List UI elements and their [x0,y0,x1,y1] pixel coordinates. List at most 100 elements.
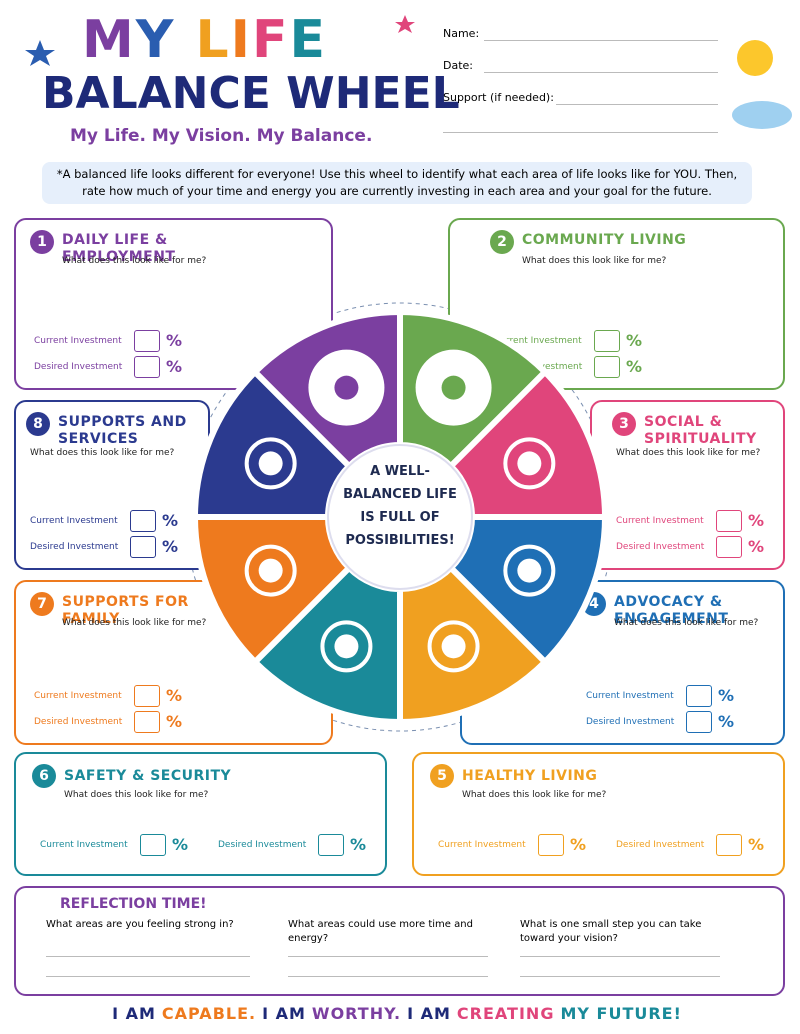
sun [737,40,773,76]
footer-word: WORTHY. [311,1004,402,1023]
current-label: Current Investment [586,691,674,701]
section-question: What does this look like for me? [614,618,759,628]
section-number: 7 [30,592,54,616]
line [556,104,718,105]
wheel-icon-dot [517,451,542,476]
footer-word: I AM [112,1004,156,1023]
title: BALANCE WHEEL [42,68,460,119]
wheel-icon [320,620,373,673]
wheel-icon-dot [441,634,466,659]
line [484,40,718,41]
section-title: COMMUNITY LIVING [522,232,687,248]
section-number: 6 [32,764,56,788]
section-title: HEALTHY LIVING [462,768,598,784]
checkbox [134,330,160,352]
current-label: Current Investment [494,336,582,346]
intro: *A balanced life looks different for eve… [42,162,752,204]
checkbox [140,834,166,856]
title-letter: E [289,10,328,70]
wheel-icon-dot [258,558,283,583]
percent: % [350,835,367,854]
reflection-question: What is one small step you can take towa… [520,919,702,944]
title-letter: M [82,10,136,70]
section-box: 6 SAFETY & SECURITY What does this look li… [14,752,387,876]
wheel-icon-dot [441,375,466,400]
checkbox [594,356,620,378]
wheel-icon [503,437,556,490]
footer-word: CREATING [456,1004,555,1023]
title-letter: Y [135,10,176,70]
date-label: Date: [443,59,473,72]
desired-label: Desired Investment [616,840,705,850]
percent: % [748,835,765,854]
write-line [288,956,488,957]
section-number: 8 [26,412,50,436]
current-label: Current Investment [40,840,128,850]
checkbox [134,685,160,707]
support-label: Support (if needed): [443,91,554,104]
footer-word: CAPABLE. [161,1004,257,1023]
wheel-icon-dot [258,451,283,476]
section-box: 3 SOCIAL & SPIRITUALITY What does this loo… [590,400,785,570]
wheel-center-text: A WELL-BALANCED LIFE IS FULL OF POSSIBIL… [343,464,457,548]
percent: % [172,835,189,854]
checkbox [538,834,564,856]
section-number: 3 [612,412,636,436]
write-line [46,976,250,977]
desired-label: Desired Investment [586,717,675,727]
current-label: Current Investment [616,516,704,526]
checkbox [594,330,620,352]
percent: % [748,537,765,556]
current-label: Current Investment [34,691,122,701]
section-question: What does this look like for me? [62,618,207,628]
write-line [288,976,488,977]
desired-label: Desired Investment [616,542,705,552]
wheel-icon-dot [517,558,542,583]
wheel-icon [503,544,556,597]
percent: % [166,712,183,731]
section-title: SAFETY & SECURITY [64,768,232,784]
title-letter: L [195,10,231,70]
section-question: What does this look like for me? [62,256,207,266]
checkbox [716,834,742,856]
section-question: What does this look like for me? [462,790,607,800]
checkbox [134,711,160,733]
star [25,40,55,66]
desired-label: Desired Investment [34,362,123,372]
line [443,132,718,133]
footer-word: I AM [262,1004,306,1023]
footer: I AM CAPABLE. I AM WORTHY. I AM CREATING MY FU… [0,1004,800,1023]
percent: % [718,686,735,705]
checkbox [130,536,156,558]
percent: % [162,537,179,556]
percent: % [162,511,179,530]
section-number: 5 [430,764,454,788]
percent: % [570,835,587,854]
line [484,72,718,73]
title-letter: I [230,10,253,70]
reflection-question: What areas are you feeling strong in? [46,919,234,930]
section-title: SOCIAL & SPIRITUALITY [644,414,757,447]
section-title: DAILY LIFE & EMPLOYMENT [62,232,176,265]
title: MY LIFE [82,10,327,70]
section-question: What does this look like for me? [522,256,667,266]
percent: % [166,331,183,350]
desired-label: Desired Investment [30,542,119,552]
section-number: 1 [30,230,54,254]
section-title: ADVOCACY & ENGAGEMENT [614,594,729,627]
percent: % [166,686,183,705]
percent: % [718,712,735,731]
checkbox [716,536,742,558]
section-number: 2 [490,230,514,254]
section-box: 8 SUPPORTS AND SERVICES What does this loo… [14,400,210,570]
reflection-question: What areas could use more time and energ… [288,919,473,944]
title-letter: F [252,10,290,70]
section-box: 5 HEALTHY LIVING What does this look like … [412,752,785,876]
percent: % [626,331,643,350]
checkbox [318,834,344,856]
star [395,15,415,33]
checkbox [686,685,712,707]
wheel-icon [427,620,480,673]
percent: % [166,357,183,376]
tagline: My Life. My Vision. My Balance. [70,126,373,146]
